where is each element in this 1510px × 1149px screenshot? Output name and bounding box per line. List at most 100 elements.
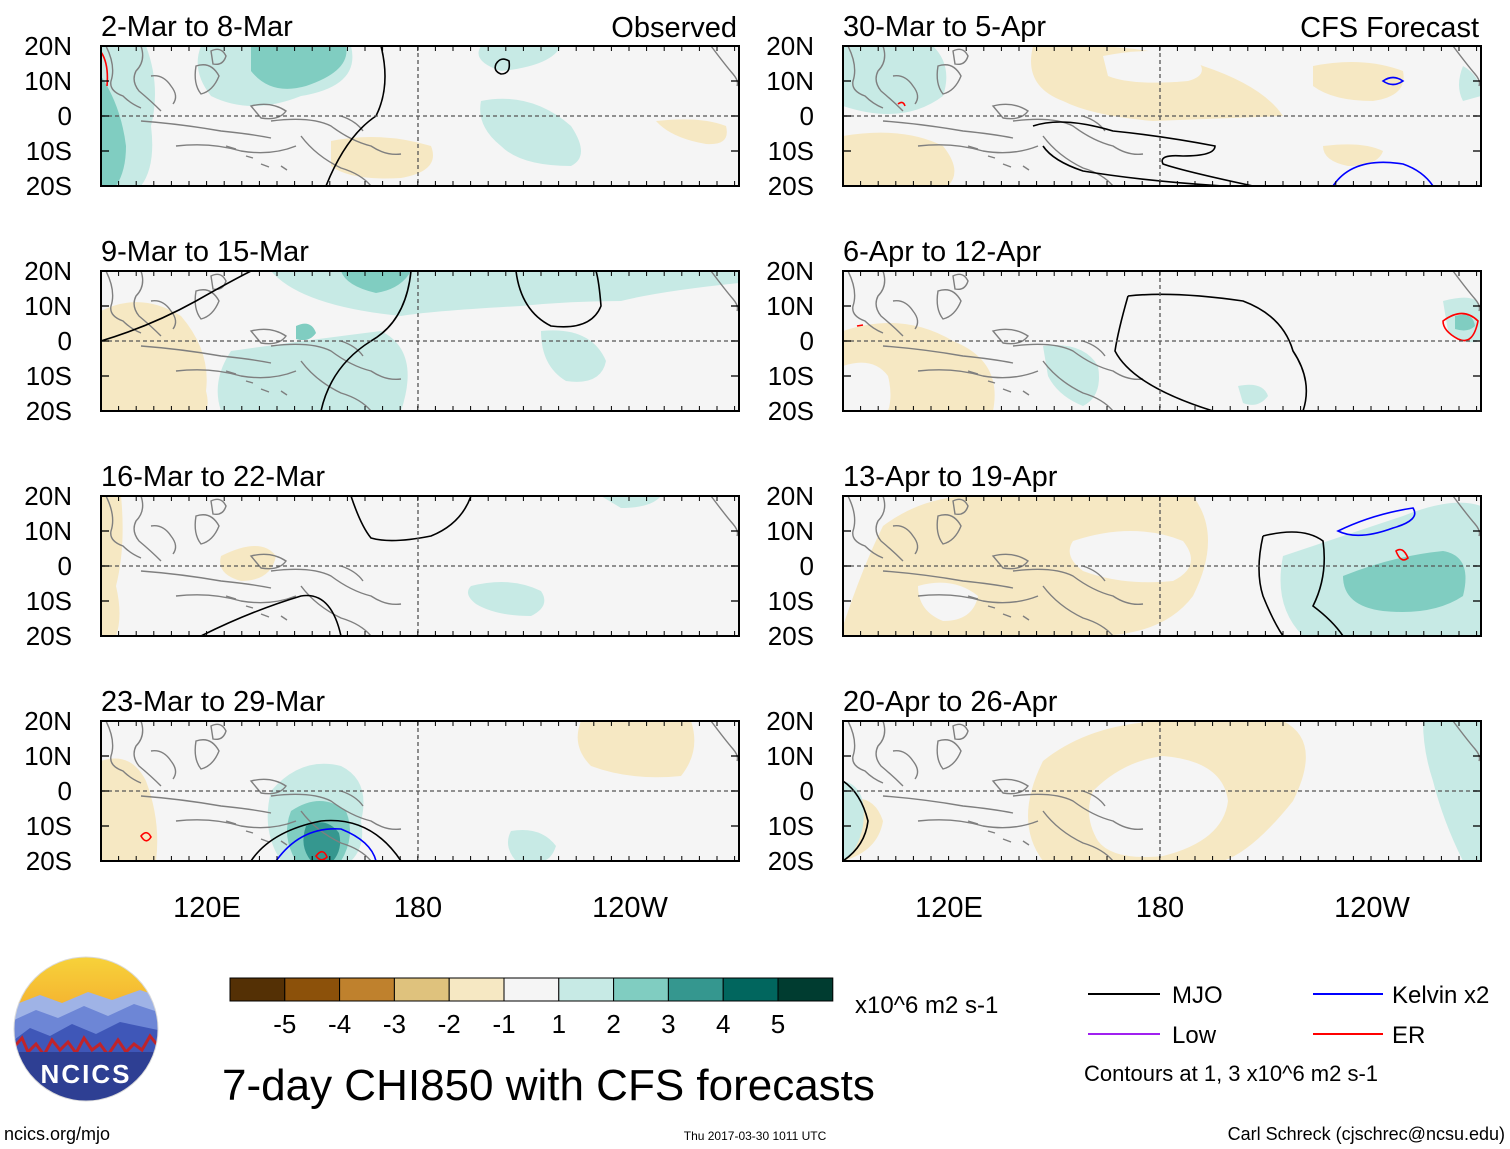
coastline <box>875 721 904 787</box>
coastline <box>140 795 272 814</box>
colorbar-swatch <box>229 977 286 1002</box>
coastline <box>1082 115 1106 132</box>
coastline <box>249 328 287 345</box>
lat-tick-label: 20N <box>766 706 814 736</box>
contour-line <box>1442 312 1479 342</box>
coastline <box>105 721 142 784</box>
anomaly-region <box>296 323 316 341</box>
legend-low-label: Low <box>1172 1022 1217 1049</box>
panel-title: 23-Mar to 29-Mar <box>101 686 325 718</box>
contour-line <box>897 101 906 107</box>
coastline <box>882 345 1014 364</box>
coastline <box>917 144 1039 154</box>
coastline <box>967 820 1030 846</box>
map-panel: 30-Mar to 5-Apr 20N 10N 0 10S 20S <box>766 11 1482 201</box>
lat-tick-label: 0 <box>58 551 72 581</box>
lat-tick-label: 10S <box>768 136 814 166</box>
contour-line <box>1114 295 1214 411</box>
coastline <box>133 496 162 562</box>
coastline <box>967 370 1030 396</box>
coastline <box>991 553 1029 570</box>
lon-tick-label: 120W <box>592 892 668 924</box>
panel-title: 9-Mar to 15-Mar <box>101 236 309 268</box>
contour-line <box>515 271 602 328</box>
coastline <box>133 721 162 787</box>
lat-tick-label: 20N <box>766 481 814 511</box>
coastline <box>1452 721 1481 762</box>
map-panel: 16-Mar to 22-Mar 20N 10N 0 10S 20S <box>24 461 740 651</box>
coastline <box>710 721 739 762</box>
lat-tick-label: 20S <box>26 396 72 426</box>
coastline <box>847 496 884 559</box>
legend-note: Contours at 1, 3 x10^6 m2 s-1 <box>1084 1061 1378 1086</box>
coastline <box>140 345 272 364</box>
coastline <box>936 514 962 545</box>
coastline <box>270 118 402 156</box>
contour-line <box>101 51 109 87</box>
anomaly-region <box>1031 46 1283 121</box>
coastline <box>150 525 177 555</box>
coastline <box>1082 565 1106 582</box>
coastline <box>936 739 962 770</box>
coastline <box>225 370 288 396</box>
lat-tick-label: 10S <box>26 586 72 616</box>
anomaly-region <box>656 119 727 145</box>
map-panel: 9-Mar to 15-Mar 20N 10N 0 10S 20S <box>24 236 740 426</box>
coastline <box>249 103 287 120</box>
contour-line <box>140 831 152 842</box>
colorbar-swatch <box>613 977 669 1002</box>
anomaly-region <box>843 46 947 114</box>
colorbar-swatch <box>339 977 395 1002</box>
coastline <box>882 120 1014 139</box>
anomaly-region <box>507 830 556 861</box>
anomaly-region <box>1043 345 1099 406</box>
contour-line <box>101 271 252 342</box>
contour-line <box>1262 531 1344 636</box>
colorbar-swatch <box>667 977 724 1002</box>
coastline <box>150 300 177 330</box>
lat-tick-label: 20S <box>768 846 814 876</box>
colorbar-units: x10^6 m2 s-1 <box>855 992 998 1019</box>
lon-tick-label: 180 <box>1136 892 1184 924</box>
coastline <box>105 271 142 334</box>
anomaly-region <box>101 758 158 861</box>
coastline <box>1012 793 1144 831</box>
lat-tick-label: 10S <box>768 586 814 616</box>
coastline <box>340 790 364 807</box>
coastline <box>1452 271 1481 312</box>
colorbar-tick-label: 3 <box>661 1009 675 1039</box>
coastline <box>270 568 402 606</box>
colorbar-tick-label: 5 <box>771 1009 785 1039</box>
anomaly-region <box>331 137 433 179</box>
anomaly-region <box>843 362 891 411</box>
contour-line <box>315 850 328 861</box>
contour-line <box>856 324 864 327</box>
lat-tick-label: 20S <box>26 846 72 876</box>
legend-kelvin-label: Kelvin x2 <box>1392 982 1489 1009</box>
coastline <box>300 585 372 636</box>
colorbar-swatch <box>503 977 560 1002</box>
coastline <box>991 103 1029 120</box>
contour-line <box>250 819 402 861</box>
legend-er-label: ER <box>1392 1022 1425 1049</box>
anomaly-region <box>1103 51 1202 83</box>
colorbar-swatch <box>448 977 505 1002</box>
colorbar-swatch <box>722 977 779 1002</box>
coastline <box>340 340 364 357</box>
lat-tick-label: 20N <box>24 31 72 61</box>
lat-tick-label: 10N <box>766 516 814 546</box>
colorbar-swatch <box>558 977 615 1002</box>
colorbar-tick-label: 4 <box>716 1009 730 1039</box>
lat-tick-label: 0 <box>800 776 814 806</box>
coastline <box>194 514 220 545</box>
footer-author: Carl Schreck (cjschrec@ncsu.edu) <box>1228 1124 1505 1144</box>
coastline <box>1012 568 1144 606</box>
coastline <box>150 75 177 105</box>
coastline <box>175 144 297 154</box>
coastline <box>952 723 969 741</box>
coastline <box>847 721 884 784</box>
contour-line <box>843 780 869 861</box>
anomaly-region <box>1089 756 1228 857</box>
colorbar-tick-label: 1 <box>552 1009 566 1039</box>
coastline <box>847 46 884 109</box>
